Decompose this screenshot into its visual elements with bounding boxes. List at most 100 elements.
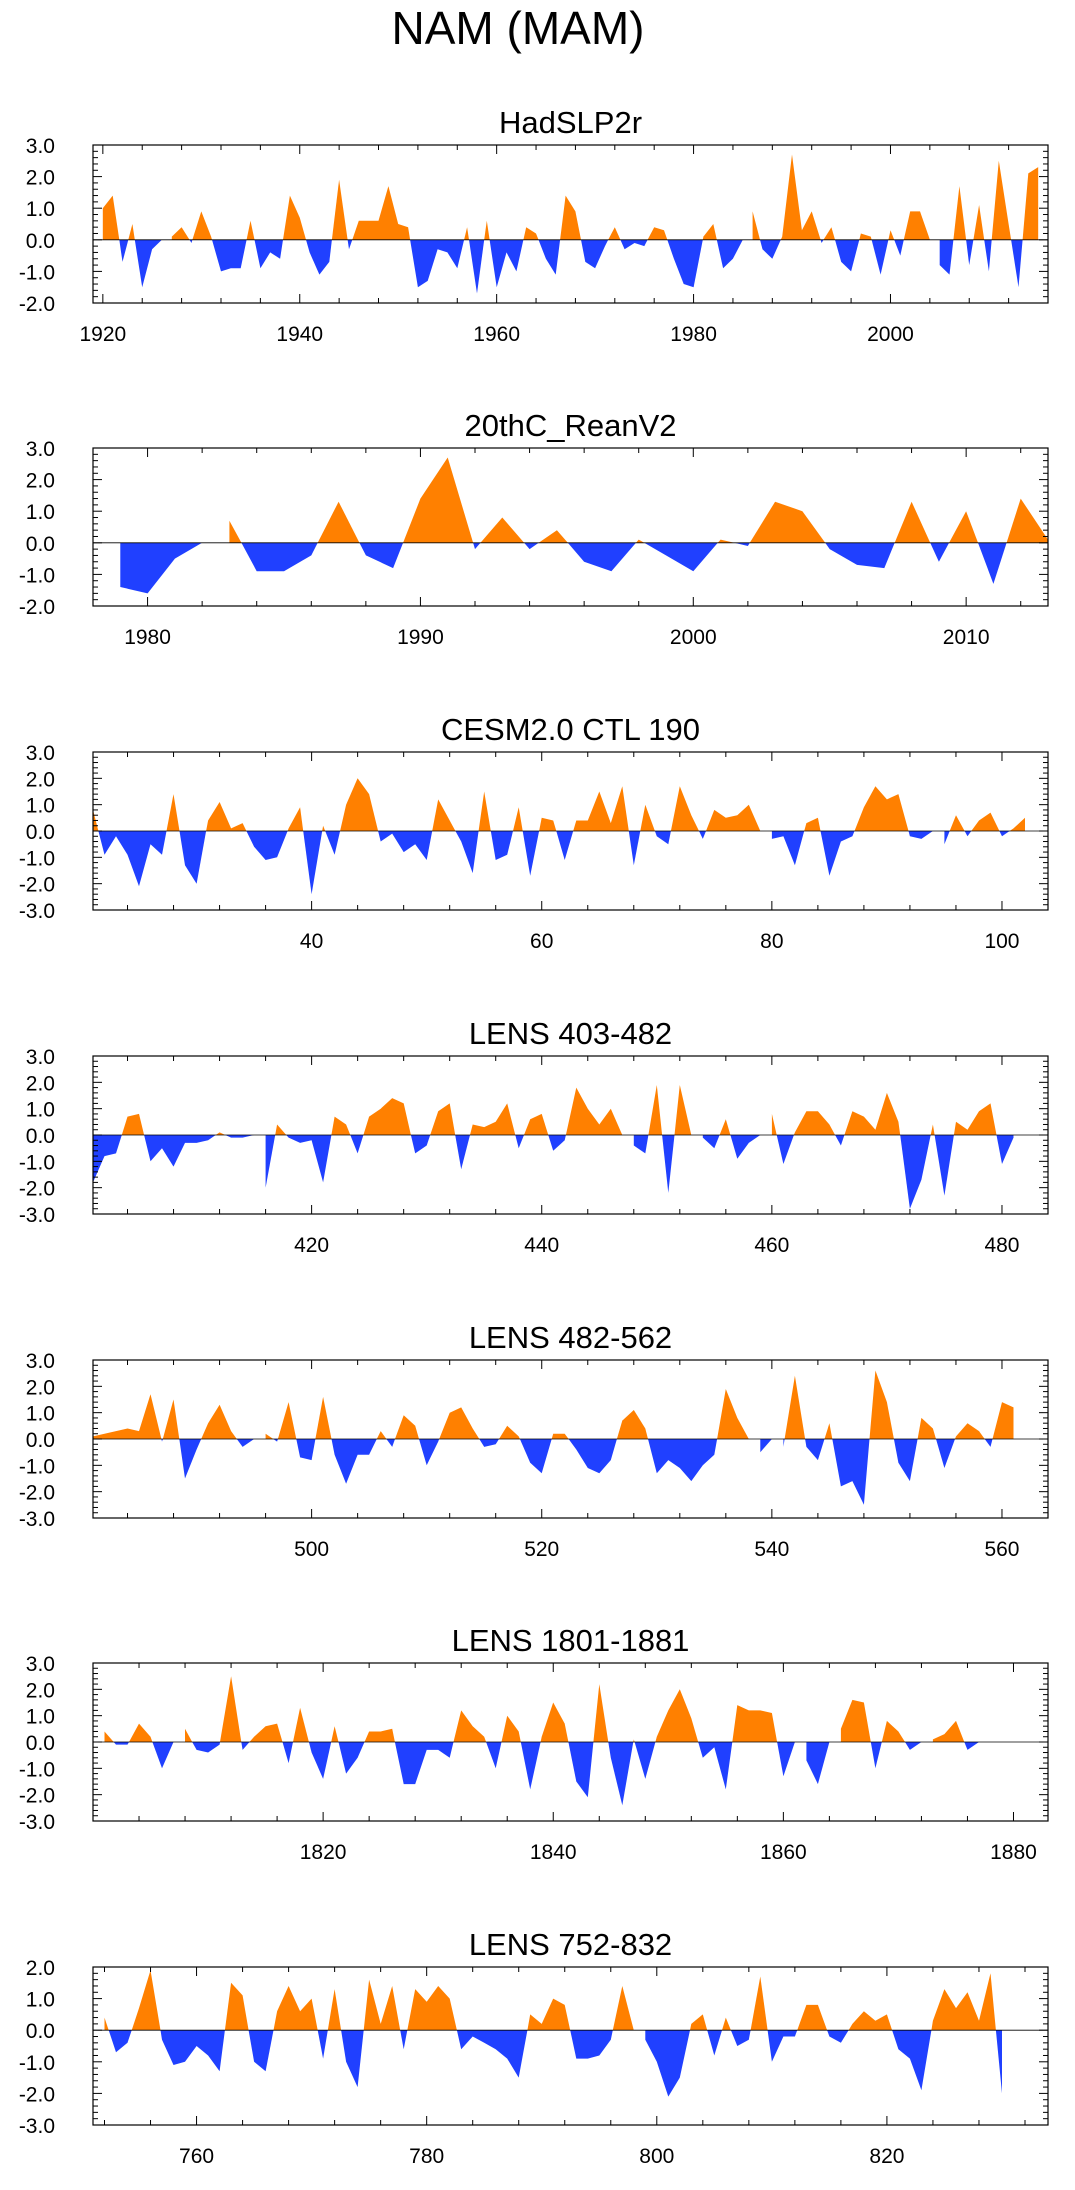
y-tick-label: 1.0: [26, 198, 55, 221]
x-tick-label: 2000: [670, 626, 717, 649]
positive-anomaly-area: [407, 1986, 457, 2031]
y-tick-label: -3.0: [19, 1811, 55, 1834]
negative-anomaly-area: [984, 1439, 993, 1447]
negative-anomaly-area: [394, 1742, 454, 1785]
y-tick-label: -3.0: [19, 1204, 55, 1227]
x-tick-label: 1860: [760, 1841, 807, 1864]
positive-anomaly-area: [706, 804, 761, 831]
negative-anomaly-area: [120, 542, 203, 594]
positive-anomaly-area: [104, 1731, 114, 1742]
negative-anomaly-area: [1011, 239, 1023, 288]
negative-anomaly-area: [479, 1439, 499, 1447]
positive-anomaly-area: [340, 778, 379, 831]
positive-anomaly-area: [478, 791, 491, 831]
positive-anomaly-area: [331, 179, 348, 240]
x-tick-label: 1880: [990, 1841, 1037, 1864]
negative-anomaly-area: [702, 1135, 720, 1149]
positive-anomaly-area: [1022, 167, 1039, 240]
positive-anomaly-area: [949, 815, 965, 831]
negative-anomaly-area: [225, 1135, 255, 1138]
negative-anomaly-area: [113, 1742, 129, 1745]
negative-anomaly-area: [832, 1439, 870, 1505]
positive-anomaly-area: [192, 211, 212, 240]
positive-anomaly-area: [971, 812, 1000, 831]
positive-anomaly-area: [363, 1979, 401, 2031]
positive-anomaly-area: [1006, 498, 1048, 543]
y-tick-label: 0.0: [26, 2020, 55, 2043]
negative-anomaly-area: [825, 542, 895, 569]
negative-anomaly-area: [254, 239, 283, 269]
positive-anomaly-area: [93, 1394, 162, 1439]
negative-anomaly-area: [964, 1742, 979, 1750]
negative-anomaly-area: [520, 1742, 541, 1790]
positive-anomaly-area: [840, 1699, 871, 1742]
negative-anomaly-area: [350, 1135, 364, 1154]
positive-anomaly-area: [616, 1410, 648, 1439]
positive-anomaly-area: [844, 1092, 901, 1135]
positive-anomaly-area: [539, 817, 557, 831]
positive-anomaly-area: [315, 1396, 332, 1439]
positive-anomaly-area: [1009, 817, 1025, 831]
negative-anomaly-area: [152, 1742, 174, 1769]
negative-anomaly-area: [325, 831, 341, 855]
negative-anomaly-area: [538, 239, 561, 275]
negative-anomaly-area: [996, 1135, 1014, 1164]
negative-anomaly-area: [341, 2030, 364, 2088]
positive-anomaly-area: [869, 1370, 894, 1439]
chart-panel: HadSLP2r -2.0 -1.0 0.0 1.0 2.0 3.0 1920 1940 1960…: [19, 105, 1049, 346]
positive-anomaly-area: [352, 186, 411, 240]
positive-anomaly-area: [612, 1986, 634, 2031]
negative-anomaly-area: [161, 1439, 163, 1442]
positive-anomaly-area: [249, 1723, 283, 1742]
positive-anomaly-area: [648, 1085, 663, 1135]
negative-anomaly-area: [827, 2030, 849, 2043]
x-tick-label: 2010: [943, 626, 990, 649]
positive-anomaly-area: [273, 1986, 318, 2031]
positive-anomaly-area: [930, 1124, 935, 1135]
negative-anomaly-area: [777, 1742, 795, 1777]
positive-anomaly-area: [670, 786, 699, 831]
negative-anomaly-area: [212, 239, 247, 272]
x-tick-label: 1840: [530, 1841, 577, 1864]
chart-title: LENS 1801-1881: [452, 1623, 690, 1658]
negative-anomaly-area: [456, 2030, 528, 2078]
y-tick-label: 0.0: [26, 1429, 55, 1452]
positive-anomaly-area: [102, 195, 120, 240]
negative-anomaly-area: [241, 542, 318, 572]
negative-anomaly-area: [999, 831, 1010, 837]
positive-anomaly-area: [565, 1087, 623, 1135]
y-tick-label: 1.0: [26, 1099, 55, 1122]
negative-anomaly-area: [730, 1135, 761, 1159]
y-tick-label: -2.0: [19, 1785, 55, 1808]
y-tick-label: 1.0: [26, 795, 55, 818]
positive-anomaly-area: [129, 1723, 153, 1742]
x-tick-label: 1980: [670, 323, 717, 346]
negative-anomaly-area: [317, 2030, 328, 2059]
x-tick-label: 440: [524, 1234, 559, 1257]
positive-anomaly-area: [655, 1689, 699, 1742]
chart-panel: LENS 752-832 -3.0 -2.0 -1.0 0.0 1.0 2.0 760 780 8…: [19, 1927, 1049, 2168]
negative-anomaly-area: [568, 1742, 594, 1798]
negative-anomaly-area: [978, 542, 1007, 584]
y-tick-label: 2.0: [26, 1072, 55, 1095]
negative-anomaly-area: [934, 1135, 954, 1196]
negative-anomaly-area: [734, 542, 750, 546]
y-tick-label: 0.0: [26, 533, 55, 556]
y-tick-label: 0.0: [26, 1732, 55, 1755]
negative-anomaly-area: [871, 239, 889, 275]
negative-anomaly-area: [386, 1439, 395, 1447]
positive-anomaly-area: [991, 160, 1012, 240]
x-tick-label: 460: [754, 1234, 789, 1257]
negative-anomaly-area: [634, 1742, 656, 1779]
chart-title: 20thC_ReanV2: [465, 408, 677, 443]
positive-anomaly-area: [732, 1705, 778, 1742]
negative-anomaly-area: [519, 1439, 552, 1474]
positive-anomaly-area: [527, 1998, 571, 2031]
positive-anomaly-area: [131, 1970, 161, 2031]
positive-anomaly-area: [973, 205, 985, 240]
negative-anomaly-area: [707, 2030, 722, 2056]
negative-anomaly-area: [134, 239, 162, 288]
positive-anomaly-area: [464, 227, 469, 240]
plot-frame: [92, 144, 1049, 304]
positive-anomaly-area: [224, 1982, 249, 2031]
